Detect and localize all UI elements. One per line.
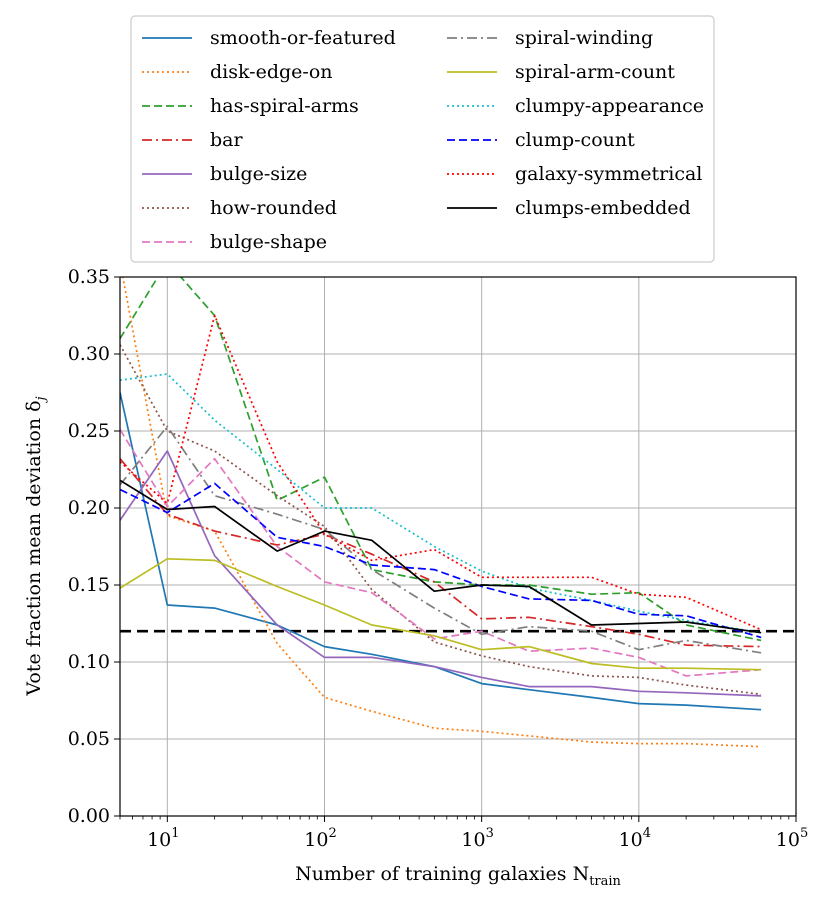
series-line-clumps-embedded xyxy=(120,479,762,634)
legend-box xyxy=(130,15,715,263)
y-tick-label: 0.10 xyxy=(68,651,110,673)
legend-label-bulge-size: bulge-size xyxy=(210,163,307,185)
legend: smooth-or-featured disk-edge-on has-spiral… xyxy=(130,15,715,263)
legend-label-spiral-winding: spiral-winding xyxy=(515,27,653,49)
legend-label-clumps-embedded: clumps-embedded xyxy=(515,197,691,219)
series-line-spiral-arm-count xyxy=(120,557,762,671)
series-group xyxy=(120,277,762,748)
y-tick-label: 0.05 xyxy=(68,728,110,750)
x-tick-label: 103 xyxy=(461,826,493,851)
y-tick-label: 0.35 xyxy=(68,266,110,288)
series-line-clumpy-appearance xyxy=(120,373,762,634)
x-tick-label: 101 xyxy=(147,826,179,851)
y-axis-label-subscript: j xyxy=(34,396,49,403)
legend-label-spiral-arm-count: spiral-arm-count xyxy=(515,61,675,83)
x-tick-label: 105 xyxy=(776,826,808,851)
legend-label-how-rounded: how-rounded xyxy=(210,197,337,219)
y-tick-label: 0.00 xyxy=(68,805,110,827)
y-axis-label-main: Vote fraction mean deviation δ xyxy=(23,400,45,696)
y-axis-label: Vote fraction mean deviation δj xyxy=(23,396,49,696)
series-line-disk-edge-on xyxy=(122,277,762,748)
y-tick-label: 0.15 xyxy=(68,574,110,596)
series-line-clump-count xyxy=(120,482,762,639)
series-line-bulge-shape xyxy=(120,429,762,677)
series-line-bar xyxy=(120,458,762,648)
axis-ticks: 0.00 0.05 0.10 0.15 0.20 0.25 0.30 0.35 101 102 10… xyxy=(68,266,809,851)
x-axis-label-subscript: train xyxy=(589,874,621,889)
legend-label-smooth-or-featured: smooth-or-featured xyxy=(210,27,396,49)
legend-label-clumpy-appearance: clumpy-appearance xyxy=(515,95,704,117)
y-tick-label: 0.20 xyxy=(68,497,110,519)
series-line-spiral-winding xyxy=(120,425,762,654)
x-tick-label: 102 xyxy=(304,826,336,851)
grid xyxy=(120,276,796,817)
series-line-how-rounded xyxy=(120,344,762,696)
legend-label-galaxy-symmetrical: galaxy-symmetrical xyxy=(515,163,702,185)
legend-label-disk-edge-on: disk-edge-on xyxy=(210,61,333,83)
x-tick-label: 104 xyxy=(619,826,651,851)
y-tick-label: 0.30 xyxy=(68,343,110,365)
x-axis-label: Number of training galaxies Ntrain xyxy=(295,863,621,889)
series-line-galaxy-symmetrical xyxy=(120,314,762,631)
legend-label-has-spiral-arms: has-spiral-arms xyxy=(210,95,359,117)
y-tick-label: 0.25 xyxy=(68,420,110,442)
x-axis-label-main: Number of training galaxies N xyxy=(295,863,589,885)
series-line-bulge-size xyxy=(120,450,762,697)
legend-label-bar: bar xyxy=(210,129,243,151)
legend-label-clump-count: clump-count xyxy=(515,129,635,151)
legend-label-bulge-shape: bulge-shape xyxy=(210,231,327,253)
plot-area-frame xyxy=(119,276,797,817)
